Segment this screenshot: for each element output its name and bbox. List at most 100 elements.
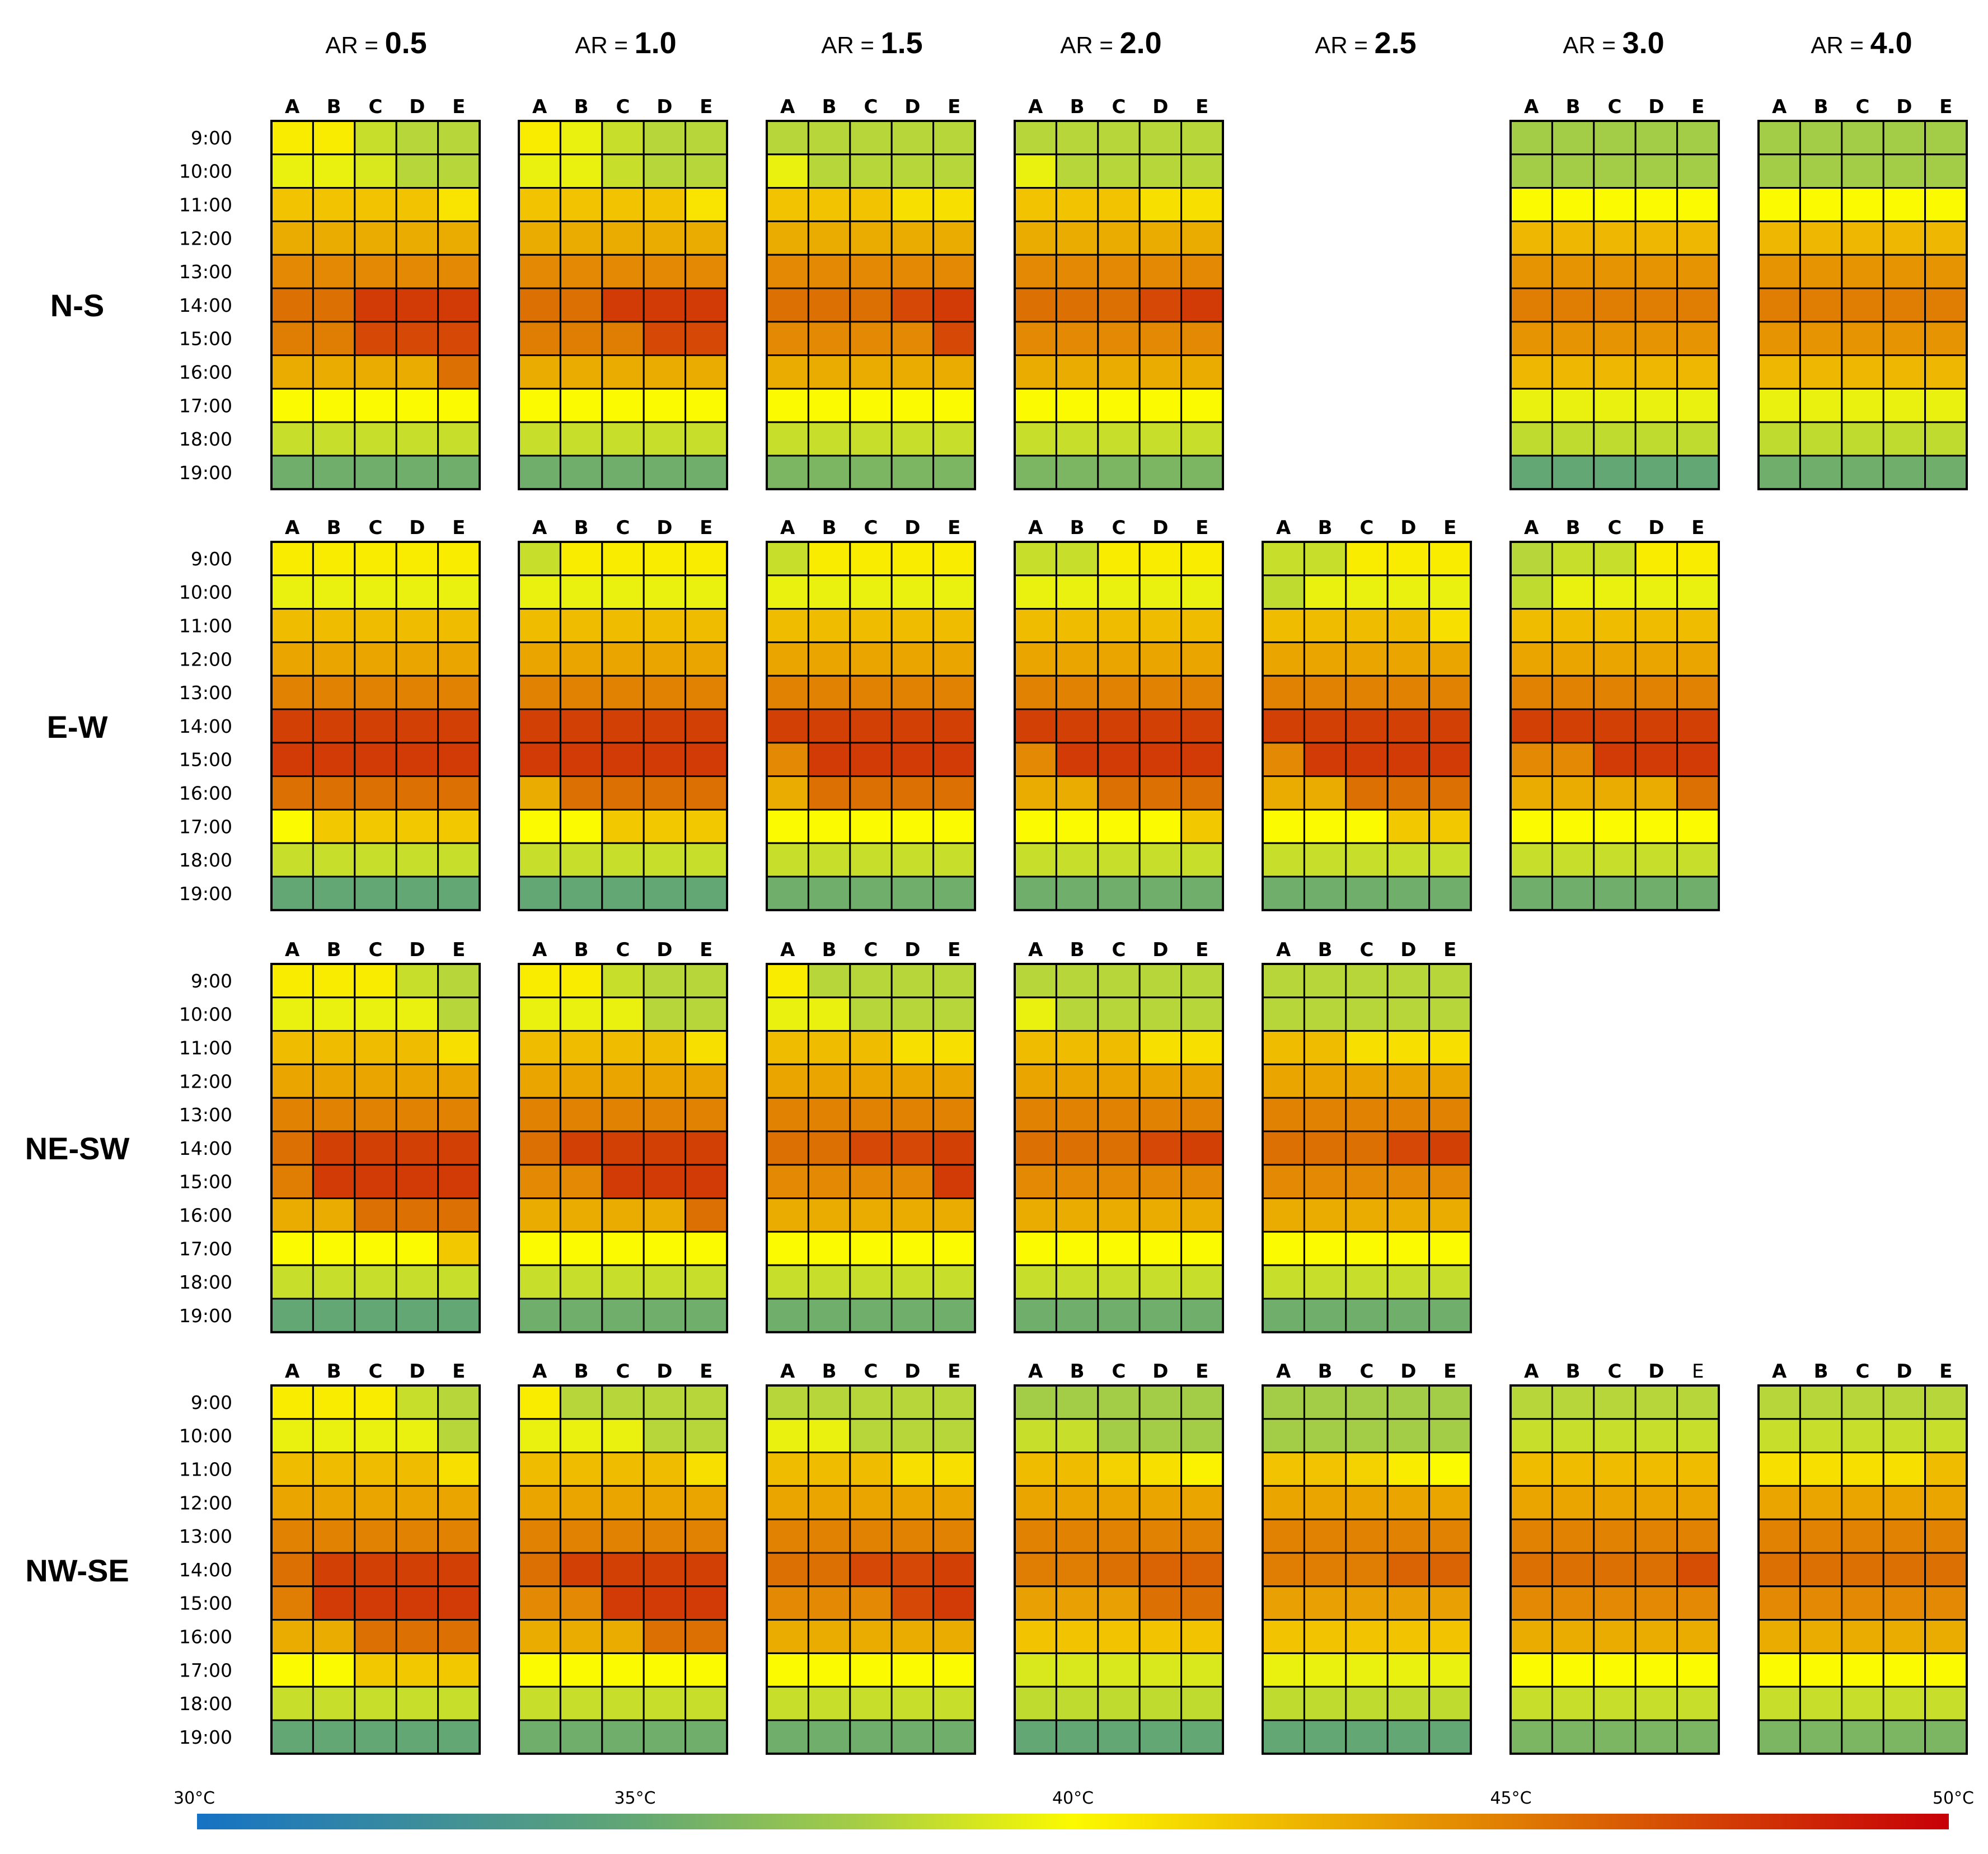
heatmap-cell: [807, 1097, 851, 1132]
heatmap-cell: [354, 1652, 397, 1688]
heatmap-cell: [1428, 742, 1472, 778]
column-label: A: [780, 96, 795, 118]
heatmap-cell: [807, 1418, 851, 1454]
heatmap-cell: [1138, 675, 1183, 710]
heatmap-cell: [1014, 1097, 1057, 1132]
heatmap-cell: [1799, 1619, 1843, 1654]
heatmap-cell: [437, 1264, 481, 1300]
heatmap-cell: [1386, 1063, 1431, 1099]
heatmap-cell: [518, 1197, 561, 1233]
heatmap-cell: [766, 708, 809, 744]
heatmap-cell: [807, 220, 851, 256]
heatmap-cell: [1138, 1298, 1183, 1333]
heatmap-cell: [849, 1230, 893, 1266]
grid-frame: [270, 120, 481, 490]
heatmap-cell: [437, 1518, 481, 1554]
heatmap-cell: [932, 1384, 976, 1420]
heatmap-cell: [1509, 775, 1553, 811]
heatmap-cell: [1014, 153, 1057, 189]
heatmap-cell: [1180, 574, 1224, 610]
column-label: A: [532, 939, 547, 961]
heatmap-cell: [1345, 1686, 1389, 1721]
column-label: B: [327, 96, 341, 118]
heatmap-cell: [1180, 1686, 1224, 1721]
heatmap-cell: [312, 1552, 356, 1588]
heatmap-cell: [1676, 220, 1720, 256]
ar-prefix: AR =: [325, 32, 385, 58]
heatmap-cell: [1097, 1552, 1141, 1588]
heatmap-cell: [684, 1164, 728, 1200]
heatmap-cell: [1055, 254, 1099, 289]
heatmap-cell: [1551, 608, 1595, 643]
heatmap-cell: [1055, 220, 1099, 256]
heatmap-cell: [437, 387, 481, 423]
heatmap-cell: [1262, 708, 1305, 744]
heatmap-cell: [766, 1552, 809, 1588]
heatmap-cell: [270, 1030, 314, 1065]
heatmap-cell: [1014, 220, 1057, 256]
heatmap-cell: [766, 1418, 809, 1454]
heatmap-cell: [1634, 1552, 1678, 1588]
ar-value: 2.5: [1375, 26, 1417, 60]
heatmap-cell: [1634, 1719, 1678, 1755]
heatmap-cell: [1428, 996, 1472, 1032]
heatmap-cell: [932, 455, 976, 490]
heatmap-cell: [312, 1298, 356, 1333]
heatmap-cell: [1138, 842, 1183, 878]
heatmap-cell: [807, 808, 851, 844]
heatmap-cell: [1428, 876, 1472, 911]
column-label: B: [1070, 517, 1085, 539]
heatmap-cell: [1593, 387, 1637, 423]
heatmap-cell: [890, 842, 935, 878]
heatmap-cell: [1882, 1686, 1926, 1721]
heatmap-cell: [1180, 1063, 1224, 1099]
heatmap-cell: [1180, 1485, 1224, 1520]
heatmap-cell: [1386, 675, 1431, 710]
heatmap-cell: [312, 842, 356, 878]
column-label: C: [1608, 96, 1622, 118]
heatmap-cell: [1428, 1485, 1472, 1520]
heatmap-cell: [1014, 708, 1057, 744]
heatmap-cell: [1138, 574, 1183, 610]
heatmap-cell: [518, 842, 561, 878]
column-label: E: [700, 96, 712, 118]
heatmap-cell: [1757, 120, 1801, 156]
heatmap-cell: [1055, 354, 1099, 390]
heatmap-cell: [1841, 1452, 1884, 1487]
heatmap-cell: [437, 1719, 481, 1755]
grid-frame: [1509, 1384, 1720, 1755]
heatmap-cell: [684, 421, 728, 457]
column-label: D: [1400, 517, 1416, 539]
heatmap-cell: [437, 1063, 481, 1099]
heatmap-cell: [1345, 876, 1389, 911]
heatmap-cell: [395, 842, 439, 878]
heatmap-cell: [1138, 1552, 1183, 1588]
column-label: D: [657, 517, 672, 539]
heatmap-cell: [312, 641, 356, 677]
heatmap-cell: [890, 254, 935, 289]
heatmap-cell: [1676, 708, 1720, 744]
heatmap-cell: [1014, 254, 1057, 289]
heatmap-cell: [1509, 187, 1553, 222]
heatmap-cell: [1138, 455, 1183, 490]
heatmap-cell: [1924, 1384, 1968, 1420]
heatmap-cell: [1386, 775, 1431, 811]
heatmap-cell: [395, 996, 439, 1032]
heatmap-cell: [1551, 153, 1595, 189]
heatmap-cell: [1882, 120, 1926, 156]
heatmap-cell: [1303, 1063, 1347, 1099]
heatmap-cell: [1676, 1552, 1720, 1588]
orientation-label: E-W: [47, 709, 108, 745]
heatmap-cell: [518, 1452, 561, 1487]
heatmap-cell: [270, 1384, 314, 1420]
heatmap-cell: [1841, 1418, 1884, 1454]
heatmap-cell: [1055, 1164, 1099, 1200]
heatmap-cell: [1676, 608, 1720, 643]
heatmap-cell: [1055, 1619, 1099, 1654]
heatmap-cell: [932, 1030, 976, 1065]
heatmap-cell: [601, 421, 645, 457]
heatmap-cell: [1180, 808, 1224, 844]
